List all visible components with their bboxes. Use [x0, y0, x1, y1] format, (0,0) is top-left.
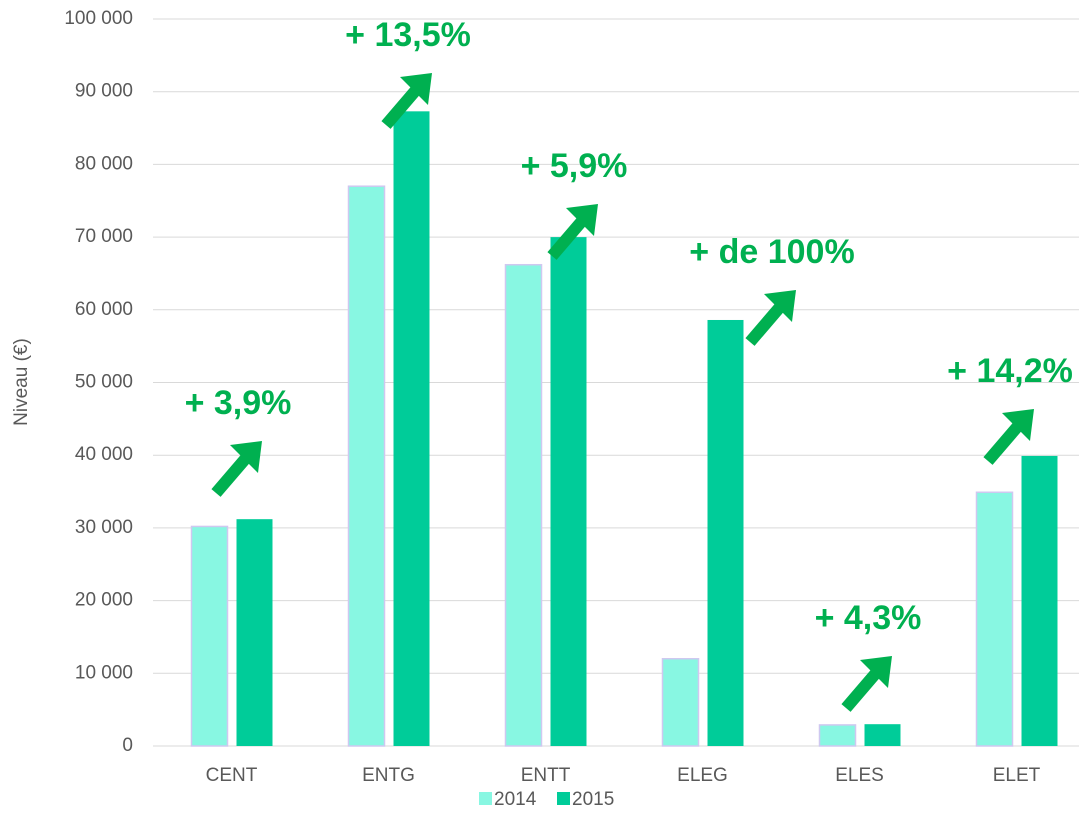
annotation: + 13,5%: [345, 16, 471, 54]
bar: [236, 519, 273, 746]
legend-swatch: [479, 792, 492, 805]
y-tick-label: 40 000: [75, 444, 133, 465]
x-tick-label: CENT: [206, 765, 258, 786]
arrow-head: [860, 656, 892, 688]
bar: [1021, 455, 1058, 746]
bar: [393, 111, 430, 747]
x-tick-label: ENTG: [362, 765, 415, 786]
bar: [975, 491, 1014, 747]
legend-swatch: [557, 792, 570, 805]
annotation: + 5,9%: [521, 147, 628, 185]
legend-label: 2015: [572, 789, 614, 810]
bar: [504, 263, 543, 747]
bar: [818, 724, 857, 747]
bar: [707, 319, 744, 746]
y-tick-label: 70 000: [75, 226, 133, 247]
y-tick-label: 30 000: [75, 517, 133, 538]
arrow-head: [1002, 409, 1034, 441]
x-tick-label: ELEG: [677, 765, 728, 786]
arrow-head: [764, 290, 796, 322]
y-tick-label: 90 000: [75, 81, 133, 102]
bar: [550, 237, 587, 746]
bar: [347, 185, 386, 747]
x-tick-label: ELET: [993, 765, 1041, 786]
bar: [190, 525, 229, 747]
arrow-head: [230, 441, 262, 473]
annotation: + 3,9%: [185, 384, 292, 422]
y-tick-label: 10 000: [75, 662, 133, 683]
y-tick-label: 50 000: [75, 372, 133, 393]
y-tick-label: 100 000: [64, 8, 133, 29]
arrow-head: [566, 204, 598, 236]
y-tick-label: 0: [122, 735, 133, 756]
annotation: + de 100%: [689, 233, 854, 271]
bar: [864, 724, 901, 746]
annotation: + 14,2%: [947, 352, 1073, 390]
x-tick-label: ENTT: [521, 765, 571, 786]
y-tick-label: 80 000: [75, 153, 133, 174]
arrow-head: [400, 73, 432, 105]
x-tick-label: ELES: [835, 765, 884, 786]
y-tick-label: 20 000: [75, 590, 133, 611]
legend-label: 2014: [494, 789, 537, 810]
y-tick-label: 60 000: [75, 299, 133, 320]
annotation: + 4,3%: [815, 599, 922, 637]
bar: [661, 658, 700, 747]
y-axis-label: Niveau (€): [11, 338, 32, 426]
